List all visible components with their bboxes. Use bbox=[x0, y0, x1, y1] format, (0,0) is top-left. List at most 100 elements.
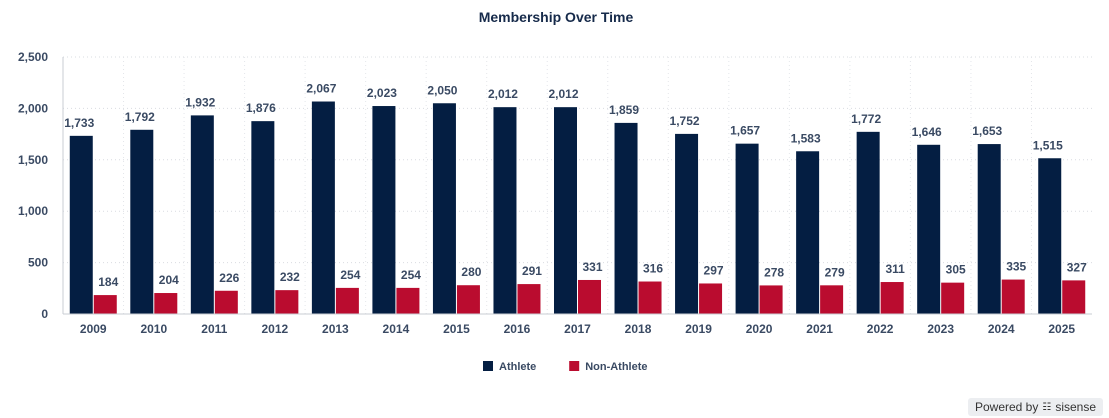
data-label: 297 bbox=[704, 263, 724, 277]
powered-by-badge[interactable]: Powered by ☷ sisense bbox=[967, 398, 1103, 416]
bar-athlete-2009[interactable] bbox=[69, 135, 93, 314]
bar-non-athlete-2009[interactable] bbox=[93, 295, 117, 314]
data-label: 280 bbox=[461, 265, 481, 279]
legend-swatch-athlete[interactable] bbox=[483, 361, 493, 371]
data-label: 232 bbox=[280, 270, 300, 284]
data-label: 331 bbox=[582, 260, 602, 274]
data-label: 1,859 bbox=[609, 103, 639, 117]
x-tick-label: 2022 bbox=[867, 322, 894, 336]
bar-non-athlete-2024[interactable] bbox=[1001, 279, 1025, 314]
bar-athlete-2022[interactable] bbox=[856, 131, 880, 314]
data-label: 335 bbox=[1006, 260, 1026, 274]
y-tick-label: 1,000 bbox=[18, 204, 48, 218]
data-label: 311 bbox=[885, 262, 905, 276]
data-label: 1,932 bbox=[185, 95, 215, 109]
bar-athlete-2019[interactable] bbox=[675, 133, 699, 314]
x-tick-label: 2014 bbox=[383, 322, 410, 336]
bar-athlete-2020[interactable] bbox=[735, 143, 759, 314]
data-label: 278 bbox=[764, 265, 784, 279]
x-tick-label: 2025 bbox=[1048, 322, 1075, 336]
bar-athlete-2025[interactable] bbox=[1038, 158, 1062, 314]
bar-non-athlete-2023[interactable] bbox=[941, 282, 965, 314]
bars: 1,733 184 1,792 204 1,932 226 1,876 232 2,067 254… bbox=[64, 82, 1087, 315]
x-tick-label: 2010 bbox=[140, 322, 167, 336]
brand-text: sisense bbox=[1055, 400, 1096, 414]
data-label: 2,050 bbox=[427, 83, 457, 97]
data-label: 316 bbox=[643, 262, 663, 276]
data-label: 279 bbox=[825, 265, 845, 279]
bar-non-athlete-2019[interactable] bbox=[699, 283, 723, 314]
x-tick-label: 2015 bbox=[443, 322, 470, 336]
x-tick-label: 2016 bbox=[504, 322, 531, 336]
x-tick-label: 2011 bbox=[201, 322, 227, 336]
data-label: 2,012 bbox=[548, 87, 578, 101]
bar-non-athlete-2025[interactable] bbox=[1062, 280, 1086, 314]
data-label: 305 bbox=[946, 263, 966, 277]
y-tick-label: 500 bbox=[28, 256, 48, 270]
legend-swatch-non-athlete[interactable] bbox=[569, 361, 580, 371]
data-label: 1,733 bbox=[64, 116, 94, 130]
bar-athlete-2014[interactable] bbox=[372, 106, 396, 314]
bar-non-athlete-2011[interactable] bbox=[214, 290, 238, 314]
bar-non-athlete-2013[interactable] bbox=[335, 287, 359, 314]
x-axis: 2009 2010 2011 2012 2013 2014 2015 2016 2017 2018… bbox=[63, 313, 1092, 336]
data-label: 204 bbox=[159, 273, 179, 287]
bar-non-athlete-2012[interactable] bbox=[275, 290, 299, 314]
x-tick-label: 2019 bbox=[685, 322, 712, 336]
data-label: 2,023 bbox=[367, 86, 397, 100]
bar-non-athlete-2014[interactable] bbox=[396, 287, 420, 314]
data-label: 1,653 bbox=[972, 124, 1002, 138]
x-tick-label: 2020 bbox=[746, 322, 773, 336]
bar-athlete-2021[interactable] bbox=[796, 151, 820, 314]
data-label: 327 bbox=[1067, 260, 1087, 274]
x-tick-label: 2012 bbox=[262, 322, 289, 336]
bar-athlete-2013[interactable] bbox=[311, 101, 335, 315]
data-label: 1,583 bbox=[791, 131, 821, 145]
x-tick-label: 2023 bbox=[927, 322, 954, 336]
x-tick-label: 2017 bbox=[564, 322, 591, 336]
bar-athlete-2018[interactable] bbox=[614, 122, 638, 314]
bar-non-athlete-2015[interactable] bbox=[456, 285, 480, 314]
legend-label-athlete[interactable]: Athlete bbox=[499, 361, 536, 373]
x-tick-label: 2009 bbox=[80, 322, 107, 336]
sisense-logo-icon: ☷ bbox=[1042, 401, 1052, 413]
bar-non-athlete-2010[interactable] bbox=[154, 293, 178, 314]
data-label: 2,067 bbox=[306, 82, 336, 96]
bar-athlete-2016[interactable] bbox=[493, 107, 517, 314]
bar-non-athlete-2018[interactable] bbox=[638, 281, 662, 314]
x-tick-label: 2018 bbox=[625, 322, 652, 336]
bar-athlete-2010[interactable] bbox=[130, 129, 154, 314]
data-label: 254 bbox=[340, 268, 360, 282]
data-label: 226 bbox=[219, 271, 239, 285]
bar-non-athlete-2020[interactable] bbox=[759, 285, 783, 314]
y-tick-label: 2,500 bbox=[18, 50, 48, 64]
x-tick-label: 2021 bbox=[806, 322, 833, 336]
bar-non-athlete-2016[interactable] bbox=[517, 284, 541, 314]
data-label: 1,772 bbox=[851, 112, 881, 126]
data-label: 184 bbox=[98, 275, 118, 289]
legend[interactable]: Athlete Non-Athlete bbox=[483, 361, 648, 373]
bar-athlete-2011[interactable] bbox=[190, 115, 214, 314]
bar-athlete-2015[interactable] bbox=[432, 103, 456, 314]
chart-title: Membership Over Time bbox=[479, 9, 634, 25]
data-label: 2,012 bbox=[488, 87, 518, 101]
data-label: 291 bbox=[522, 264, 542, 278]
powered-by-text: Powered by bbox=[974, 400, 1039, 414]
data-label: 1,752 bbox=[670, 114, 700, 128]
bar-non-athlete-2017[interactable] bbox=[578, 279, 601, 314]
x-tick-label: 2013 bbox=[322, 322, 349, 336]
bar-athlete-2024[interactable] bbox=[977, 144, 1001, 314]
data-label: 254 bbox=[401, 268, 421, 282]
bar-non-athlete-2022[interactable] bbox=[880, 282, 904, 314]
legend-label-non-athlete[interactable]: Non-Athlete bbox=[585, 361, 647, 373]
bar-athlete-2017[interactable] bbox=[554, 107, 577, 314]
bar-non-athlete-2021[interactable] bbox=[820, 285, 844, 314]
bar-athlete-2023[interactable] bbox=[917, 144, 941, 314]
data-label: 1,792 bbox=[125, 110, 155, 124]
x-tick-label: 2024 bbox=[988, 322, 1015, 336]
bar-athlete-2012[interactable] bbox=[251, 121, 275, 314]
data-label: 1,657 bbox=[730, 124, 760, 138]
y-tick-label: 2,000 bbox=[18, 101, 48, 115]
y-tick-label: 0 bbox=[41, 307, 48, 321]
